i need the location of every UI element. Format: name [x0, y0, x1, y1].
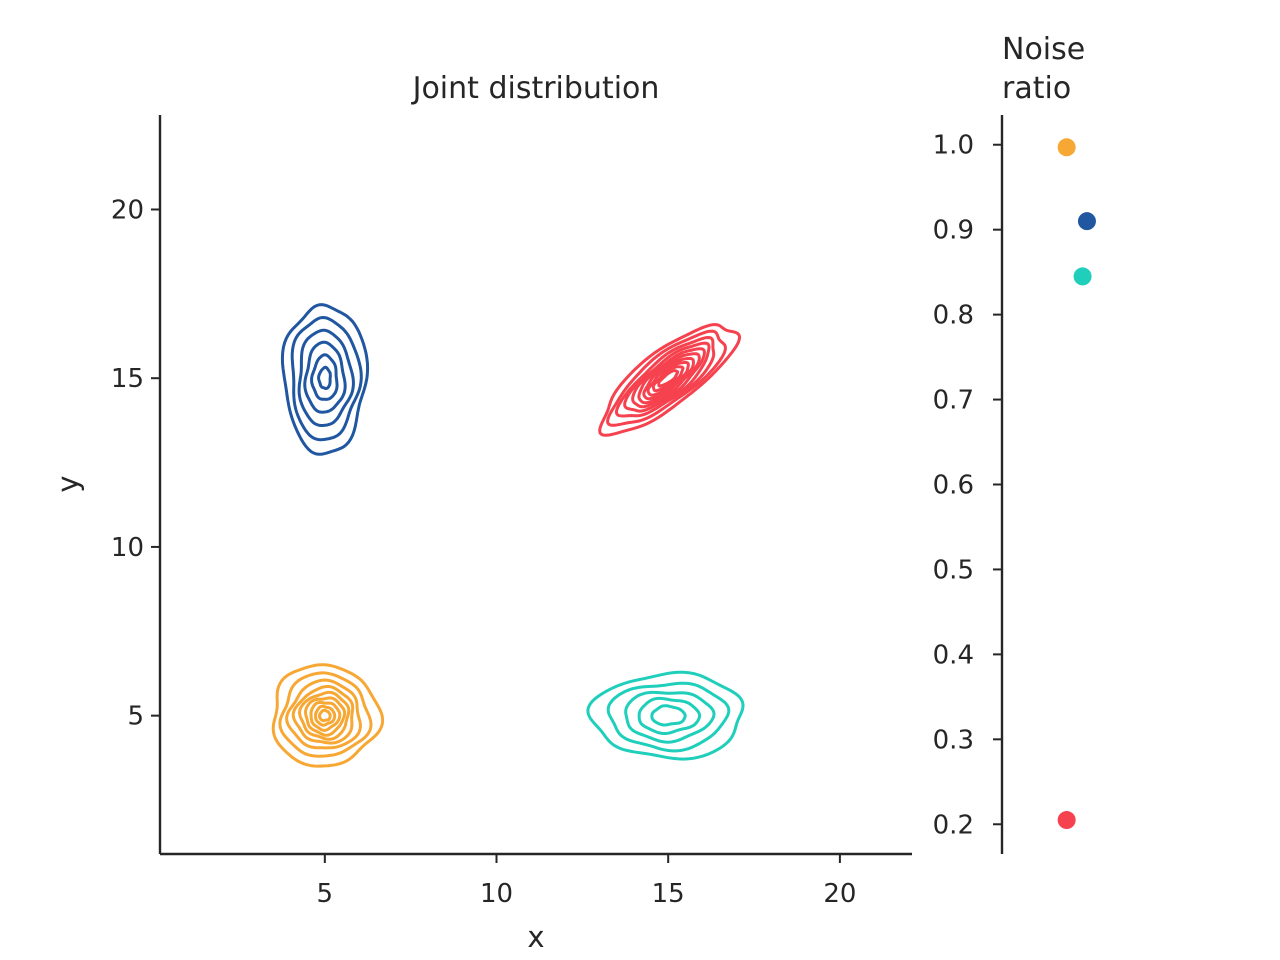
- noise-title-line: ratio: [1002, 71, 1071, 106]
- noise-tick-label: 0.2: [933, 810, 974, 840]
- contour-line: [615, 335, 716, 418]
- x-axis-title: x: [527, 920, 544, 954]
- noise-tick-label: 0.5: [933, 555, 974, 585]
- contour-line: [657, 369, 680, 388]
- noise-ratio-axes: 0.2 0.3 0.4 0.5 0.6 0.7 0.8 0.9 1.0: [933, 115, 1004, 854]
- contour-line: [637, 696, 702, 735]
- noise-tick-label: 1.0: [933, 131, 974, 161]
- contour-line: [586, 670, 745, 761]
- noise-ratio-point: [1057, 138, 1076, 157]
- contour-layer: [271, 303, 745, 768]
- contour-line: [278, 671, 373, 758]
- noise-tick-label: 0.9: [933, 216, 974, 246]
- noise-ratio-title: Noise ratio: [1002, 32, 1085, 106]
- y-tick-label: 20: [111, 195, 144, 225]
- y-tick-label: 15: [111, 364, 144, 394]
- contour-line: [606, 681, 731, 753]
- contour-line: [606, 329, 727, 427]
- noise-ratio-point: [1057, 811, 1076, 830]
- contour-line: [624, 690, 716, 744]
- contour-line: [291, 685, 355, 745]
- y-axis-title: y: [51, 475, 85, 492]
- noise-tick-label: 0.7: [933, 386, 974, 416]
- noise-tick-label: 0.4: [933, 640, 974, 670]
- noise-ratio-point: [1077, 212, 1096, 231]
- x-tick-label: 20: [823, 879, 856, 909]
- contour-line: [318, 708, 332, 723]
- contour-cluster: [271, 663, 385, 768]
- contour-line: [310, 353, 339, 401]
- noise-ratio-points: [1057, 138, 1096, 830]
- noise-ratio-point: [1073, 267, 1092, 286]
- contour-line: [623, 341, 711, 413]
- contour-line: [631, 347, 706, 409]
- contour-line: [303, 340, 347, 414]
- contour-line: [650, 704, 687, 727]
- contour-line: [651, 365, 685, 393]
- noise-title-line: Noise: [1002, 32, 1085, 67]
- contour-line: [598, 323, 742, 437]
- contour-line: [297, 690, 351, 741]
- contour-line: [290, 315, 363, 442]
- contour-line: [303, 696, 347, 737]
- contour-line: [285, 678, 362, 750]
- x-tick-label: 15: [652, 879, 685, 909]
- contour-line: [646, 361, 690, 397]
- y-tick-label: 10: [111, 533, 144, 563]
- x-tick-label: 10: [480, 879, 513, 909]
- contour-cluster: [280, 303, 370, 456]
- y-tick-label: 5: [127, 702, 144, 732]
- contour-line: [297, 328, 355, 427]
- contour-line: [280, 303, 370, 456]
- noise-tick-label: 0.3: [933, 725, 974, 755]
- joint-axes: 5 10 15 20 5 10 15 20: [111, 115, 912, 909]
- contour-cluster: [598, 323, 742, 437]
- contour-line: [314, 704, 337, 727]
- contour-cluster: [586, 670, 745, 761]
- noise-tick-label: 0.6: [933, 471, 974, 501]
- contour-line: [317, 365, 332, 390]
- contour-line: [309, 700, 342, 732]
- noise-tick-label: 0.8: [933, 301, 974, 331]
- contour-line: [271, 663, 385, 768]
- joint-plot-title: Joint distribution: [411, 71, 660, 106]
- x-tick-label: 5: [317, 879, 334, 909]
